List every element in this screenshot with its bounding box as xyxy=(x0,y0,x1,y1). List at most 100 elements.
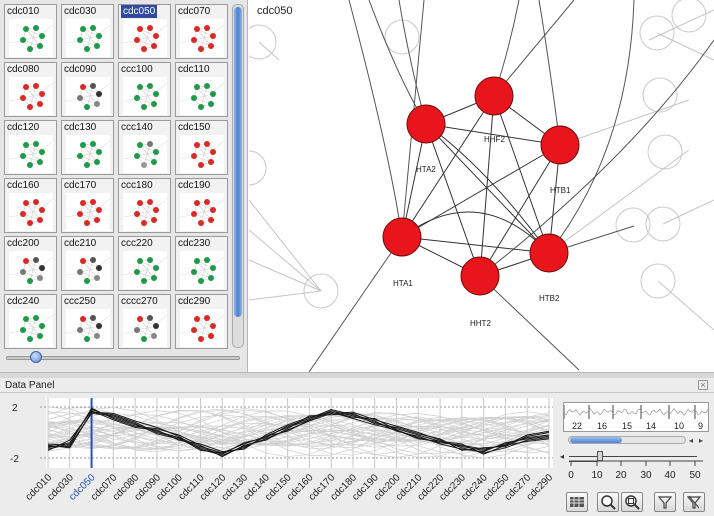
thumbnail-label: ccc180 xyxy=(121,180,153,191)
mini-plot-label: 10 xyxy=(674,421,684,431)
series-line-5[interactable] xyxy=(48,411,550,455)
thumbnail-label: cdc150 xyxy=(178,122,211,133)
thumbnail-ccc100[interactable]: ccc100 xyxy=(118,62,171,117)
thumbnail-ccc140[interactable]: ccc140 xyxy=(118,120,171,175)
thumbnail-cccc270[interactable]: cccc270 xyxy=(118,294,171,349)
thumbnail-cdc090[interactable]: cdc090 xyxy=(61,62,114,117)
gene-label: HHT2 xyxy=(470,319,491,328)
zoom-fit-button[interactable] xyxy=(621,492,643,512)
background-profile-line xyxy=(47,416,550,449)
mini-plot-scrollbar[interactable] xyxy=(568,436,686,444)
background-profile-line xyxy=(47,426,550,446)
scale-tick-label: 10 xyxy=(591,470,603,481)
filter-button[interactable] xyxy=(654,492,676,512)
thumbnail-cdc210[interactable]: cdc210 xyxy=(61,236,114,291)
distance-slider[interactable] xyxy=(569,456,697,457)
thumbnail-zoom-slider[interactable] xyxy=(6,356,240,360)
thumbnail-cdc240[interactable]: cdc240 xyxy=(4,294,57,349)
thumbnail-cdc130[interactable]: cdc130 xyxy=(61,120,114,175)
thumbnail-cdc190[interactable]: cdc190 xyxy=(175,178,228,233)
thumbnail-network-icon xyxy=(123,135,167,173)
zoom-in-button[interactable] xyxy=(597,492,619,512)
clear-filter-icon xyxy=(686,495,702,509)
zoom-in-icon xyxy=(601,495,616,510)
heatmap-button[interactable] xyxy=(566,492,588,512)
thumbnail-network-icon xyxy=(66,193,110,231)
thumbnail-network-icon xyxy=(9,309,53,347)
gene-node-HHT2[interactable]: HHT2 xyxy=(460,256,500,328)
gene-node-HTB1[interactable]: HTB1 xyxy=(540,125,580,195)
thumbnail-cdc230[interactable]: cdc230 xyxy=(175,236,228,291)
thumbnail-cdc200[interactable]: cdc200 xyxy=(4,236,57,291)
scale-tick-label: 30 xyxy=(640,470,652,481)
thumbnail-network-icon xyxy=(9,193,53,231)
resize-handle-icon[interactable]: ◂ xyxy=(560,452,565,461)
thumbnail-network-icon xyxy=(180,19,224,57)
mini-plot-label: 9 xyxy=(698,421,703,431)
close-icon[interactable]: × xyxy=(698,380,708,390)
thumbnail-cdc120[interactable]: cdc120 xyxy=(4,120,57,175)
thumbnail-network-icon xyxy=(123,77,167,115)
clear-filter-button[interactable] xyxy=(683,492,705,512)
gene-node-HTA1[interactable]: HTA1 xyxy=(382,217,422,288)
thumbnail-scrollbar[interactable] xyxy=(232,4,244,348)
zoom-fit-icon xyxy=(625,495,640,510)
distance-scale: 0 10 20 30 40 50 xyxy=(568,460,703,481)
thumbnail-cdc170[interactable]: cdc170 xyxy=(61,178,114,233)
scrollbar-thumb[interactable] xyxy=(234,7,242,317)
thumbnail-cdc110[interactable]: cdc110 xyxy=(175,62,228,117)
data-panel-title: Data Panel xyxy=(5,380,55,391)
y-tick-label: -2 xyxy=(10,454,19,465)
network-view[interactable]: HTA2 HHF2 HTB1 HTA1 HHT2 HTB2 cdc050 xyxy=(249,0,714,372)
thumbnail-cdc290[interactable]: cdc290 xyxy=(175,294,228,349)
thumbnail-network-icon xyxy=(180,135,224,173)
gene-node-HTB2[interactable]: HTB2 xyxy=(529,233,569,303)
background-profile-line xyxy=(47,420,550,444)
thumbnail-cdc150[interactable]: cdc150 xyxy=(175,120,228,175)
scrollbar-thumb[interactable] xyxy=(570,437,622,443)
scale-tick-label: 0 xyxy=(568,470,574,481)
thumbnail-ccc220[interactable]: ccc220 xyxy=(118,236,171,291)
thumbnail-label: cdc080 xyxy=(7,64,40,75)
gene-node-HHF2[interactable]: HHF2 xyxy=(474,76,514,144)
scroll-left-icon[interactable]: ◂ xyxy=(689,436,694,445)
thumbnail-label: cdc290 xyxy=(178,296,211,307)
background-profile-line xyxy=(47,412,550,453)
thumbnail-cdc030[interactable]: cdc030 xyxy=(61,4,114,59)
thumbnail-cdc080[interactable]: cdc080 xyxy=(4,62,57,117)
thumbnail-network-icon xyxy=(66,19,110,57)
scale-tick-label: 20 xyxy=(615,470,627,481)
divider xyxy=(0,392,714,393)
distance-mini-plot: 22 16 15 14 10 9 xyxy=(563,402,709,432)
gene-label: HTB2 xyxy=(539,294,560,303)
slider-knob[interactable] xyxy=(30,351,42,363)
thumbnail-network-icon xyxy=(9,77,53,115)
thumbnail-label: cdc010 xyxy=(7,6,40,17)
thumbnail-cdc050[interactable]: cdc050 xyxy=(118,4,171,59)
thumbnail-network-icon xyxy=(9,135,53,173)
thumbnail-network-icon xyxy=(66,309,110,347)
thumbnail-ccc250[interactable]: ccc250 xyxy=(61,294,114,349)
thumbnail-network-icon xyxy=(66,251,110,289)
thumbnail-label: cdc190 xyxy=(178,180,211,191)
thumbnail-cdc160[interactable]: cdc160 xyxy=(4,178,57,233)
thumbnail-network-icon xyxy=(123,19,167,57)
mini-plot-label: 22 xyxy=(572,421,582,431)
thumbnail-panel: cdc010 cdc030 cdc050 cdc070 cdc080 cdc090 ccc1… xyxy=(0,0,248,372)
series-line-4[interactable] xyxy=(47,407,550,458)
thumbnail-ccc180[interactable]: ccc180 xyxy=(118,178,171,233)
parallel-coordinates-chart[interactable]: 2-2cdc010cdc030cdc050cdc070cdc080cdc090c… xyxy=(4,396,556,514)
gene-label: HTA2 xyxy=(416,165,436,174)
thumbnail-label: cdc090 xyxy=(64,64,97,75)
series-line-0[interactable] xyxy=(47,408,550,454)
background-profile-line xyxy=(47,421,550,443)
thumbnail-cdc070[interactable]: cdc070 xyxy=(175,4,228,59)
panel-divider[interactable] xyxy=(0,372,714,378)
gene-node-HTA2[interactable]: HTA2 xyxy=(406,104,446,174)
network-canvas[interactable]: HTA2 HHF2 HTB1 HTA1 HHT2 HTB2 xyxy=(249,0,714,372)
thumbnail-network-icon xyxy=(123,309,167,347)
scroll-right-icon[interactable]: ▸ xyxy=(699,436,704,445)
filter-icon xyxy=(657,496,673,509)
thumbnail-cdc010[interactable]: cdc010 xyxy=(4,4,57,59)
